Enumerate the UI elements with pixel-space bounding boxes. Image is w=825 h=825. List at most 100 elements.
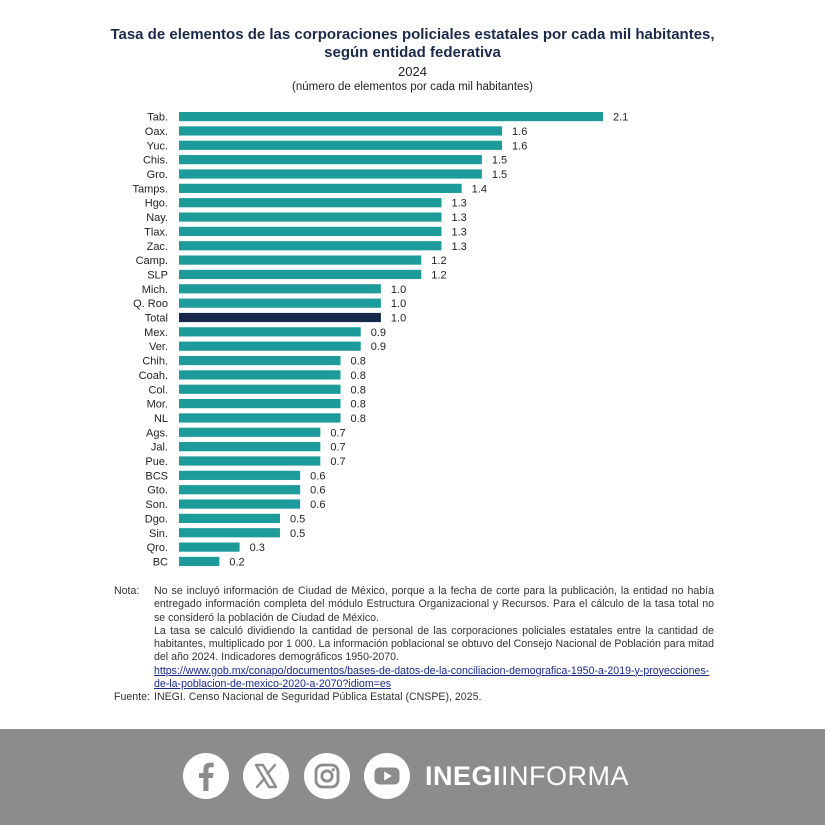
bar [179, 342, 361, 351]
bar [179, 284, 381, 293]
category-label: Ags. [146, 427, 168, 439]
bar [179, 471, 300, 480]
category-label: Col. [148, 384, 168, 396]
category-label: Camp. [136, 255, 168, 267]
value-label: 0.2 [229, 556, 244, 568]
value-label: 0.8 [351, 399, 366, 411]
bar [179, 413, 341, 422]
bar [179, 499, 300, 508]
value-label: 1.5 [492, 169, 507, 181]
category-label: Mex. [144, 327, 168, 339]
category-label: Mor. [147, 399, 168, 411]
category-label: Tlax. [144, 226, 168, 238]
source-text: INEGI. Censo Nacional de Seguridad Públi… [154, 691, 714, 704]
value-label: 0.5 [290, 513, 305, 525]
value-label: 0.9 [371, 341, 386, 353]
bar [179, 198, 441, 207]
value-label: 0.6 [310, 470, 325, 482]
bar [179, 356, 341, 365]
value-label: 1.0 [391, 284, 406, 296]
category-label: Yuc. [147, 140, 168, 152]
category-label: BCS [145, 470, 168, 482]
value-label: 0.5 [290, 528, 305, 540]
notes-section: Nota: No se incluyó información de Ciuda… [114, 585, 714, 705]
brand-light: INFORMA [501, 761, 629, 791]
instagram-icon[interactable] [304, 753, 350, 799]
category-label: Zac. [147, 241, 168, 253]
bar [179, 241, 441, 250]
category-label: Chis. [143, 155, 168, 167]
category-label: Oax. [145, 126, 168, 138]
value-label: 1.3 [451, 198, 466, 210]
brand-bold: INEGI [425, 761, 501, 791]
value-label: 1.2 [431, 269, 446, 281]
category-label: Dgo. [145, 513, 168, 525]
source-org: INEGI [154, 691, 183, 703]
source-abbr: CNSPE [409, 691, 446, 703]
x-icon[interactable] [243, 753, 289, 799]
value-label: 0.7 [330, 456, 345, 468]
value-label: 1.6 [512, 140, 527, 152]
category-label: Tamps. [133, 183, 168, 195]
bar [179, 126, 502, 135]
value-label: 0.9 [371, 327, 386, 339]
value-label: 1.2 [431, 255, 446, 267]
category-label: BC [153, 556, 168, 568]
category-label: Ver. [149, 341, 168, 353]
bar [179, 399, 341, 408]
category-label: Qro. [147, 542, 168, 554]
note-label: Nota: [114, 585, 154, 691]
bar [179, 543, 240, 552]
bar [179, 169, 482, 178]
category-label: Coah. [139, 370, 168, 382]
bar [179, 184, 462, 193]
bar [179, 212, 441, 221]
bar [179, 141, 502, 150]
bar [179, 442, 320, 451]
bar [179, 256, 421, 265]
value-label: 1.6 [512, 126, 527, 138]
bar [179, 370, 341, 379]
category-label: NL [154, 413, 168, 425]
bar [179, 485, 300, 494]
category-label: Nay. [146, 212, 168, 224]
value-label: 0.6 [310, 499, 325, 511]
bar [179, 456, 320, 465]
value-label: 1.0 [391, 298, 406, 310]
brand-wordmark: INEGIINFORMA [425, 758, 629, 794]
value-label: 0.7 [330, 442, 345, 454]
value-label: 0.6 [310, 485, 325, 497]
category-label: Son. [145, 499, 168, 511]
source-link[interactable]: https://www.gob.mx/conapo/documentos/bas… [154, 665, 709, 690]
bar-total [179, 313, 381, 322]
facebook-icon[interactable] [183, 753, 229, 799]
bar [179, 428, 320, 437]
source-label: Fuente: [114, 691, 154, 704]
bar [179, 112, 603, 121]
category-label: Pue. [145, 456, 168, 468]
value-label: 0.3 [250, 542, 265, 554]
value-label: 1.3 [451, 226, 466, 238]
value-label: 0.8 [351, 356, 366, 368]
bar [179, 327, 361, 336]
value-label: 1.3 [451, 212, 466, 224]
bar [179, 528, 280, 537]
value-label: 1.5 [492, 155, 507, 167]
bar [179, 299, 381, 308]
bar [179, 385, 341, 394]
category-label: SLP [147, 269, 168, 281]
note-paragraph-1: No se incluyó información de Ciudad de M… [154, 585, 714, 625]
source-text-b: ), 2025. [445, 691, 481, 703]
category-label: Mich. [142, 284, 168, 296]
category-label: Tab. [147, 112, 168, 124]
note-paragraph-2: La tasa se calculó dividiendo la cantida… [154, 625, 714, 665]
source-text-a: . Censo Nacional de Seguridad Pública Es… [183, 691, 409, 703]
category-label: Sin. [149, 528, 168, 540]
footer-bar: INEGIINFORMA [0, 729, 825, 825]
category-label: Q. Roo [133, 298, 168, 310]
bar [179, 155, 482, 164]
youtube-icon[interactable] [364, 753, 410, 799]
value-label: 0.8 [351, 370, 366, 382]
bar [179, 514, 280, 523]
bar [179, 270, 421, 279]
